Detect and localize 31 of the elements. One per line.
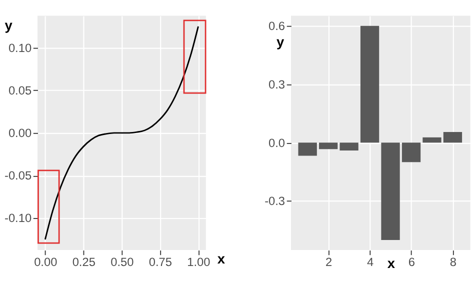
y-tick-label: -0.05 [4,168,32,183]
x-tick-label: 0.00 [34,255,58,270]
y-tick-label: 0.0 [268,136,286,150]
x-tick-label: 0.75 [148,255,172,270]
bar [340,142,358,150]
x-axis-title: x [387,256,396,271]
y-tick-label: 0.3 [268,77,286,92]
x-tick-label: 0.25 [72,255,96,270]
y-axis-title: y [4,18,13,33]
y-tick-label: 0.10 [8,40,32,55]
x-tick-label: 8 [450,255,457,270]
line-series [44,26,199,240]
y-tick-label: 0.05 [8,83,32,98]
bar [318,142,338,150]
bar [443,132,462,143]
y-axis-title: y [276,34,284,50]
x-tick-label: 4 [366,255,374,270]
bar [360,26,380,143]
x-tick-label: 1.00 [187,255,211,270]
y-tick-label: -0.3 [264,194,286,208]
y-tick-label: -0.10 [4,211,32,226]
bar [381,142,400,240]
x-axis-title: x [217,251,226,266]
y-tick-label: 0.6 [268,19,286,34]
x-tick-label: 0.50 [110,255,134,270]
bar [422,137,442,143]
bar [402,142,421,162]
bar [298,142,317,156]
x-tick-label: 2 [325,255,332,270]
x-tick-label: 6 [408,255,416,270]
y-tick-label: 0.00 [8,126,32,140]
